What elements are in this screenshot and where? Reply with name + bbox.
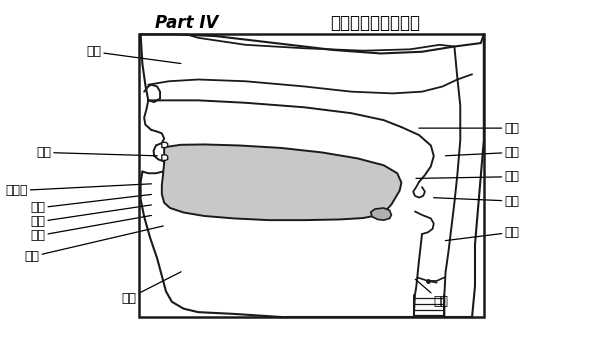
Text: 下齿: 下齿 bbox=[30, 215, 151, 242]
Text: 上齿: 上齿 bbox=[30, 195, 151, 215]
Text: 口腔发音部位示意图: 口腔发音部位示意图 bbox=[330, 14, 420, 32]
Text: 舌前: 舌前 bbox=[25, 226, 163, 263]
Text: 软腭: 软腭 bbox=[445, 146, 520, 159]
Polygon shape bbox=[162, 145, 401, 220]
Text: 下唇: 下唇 bbox=[122, 272, 181, 305]
Text: 上唇: 上唇 bbox=[36, 146, 157, 159]
Text: 声带: 声带 bbox=[415, 279, 449, 308]
Polygon shape bbox=[162, 142, 168, 148]
Text: 舌尖: 舌尖 bbox=[30, 205, 151, 229]
Text: 舌后: 舌后 bbox=[434, 195, 520, 208]
Text: 舌中: 舌中 bbox=[416, 170, 520, 183]
Text: Part IV: Part IV bbox=[155, 14, 218, 32]
Polygon shape bbox=[162, 155, 168, 160]
Text: 上齿龈: 上齿龈 bbox=[5, 184, 151, 197]
Text: 鼻腔: 鼻腔 bbox=[86, 45, 181, 63]
Polygon shape bbox=[371, 208, 391, 220]
Text: 气管: 气管 bbox=[445, 226, 520, 241]
Bar bbox=[139, 34, 484, 317]
Text: 硬腭: 硬腭 bbox=[419, 121, 520, 135]
